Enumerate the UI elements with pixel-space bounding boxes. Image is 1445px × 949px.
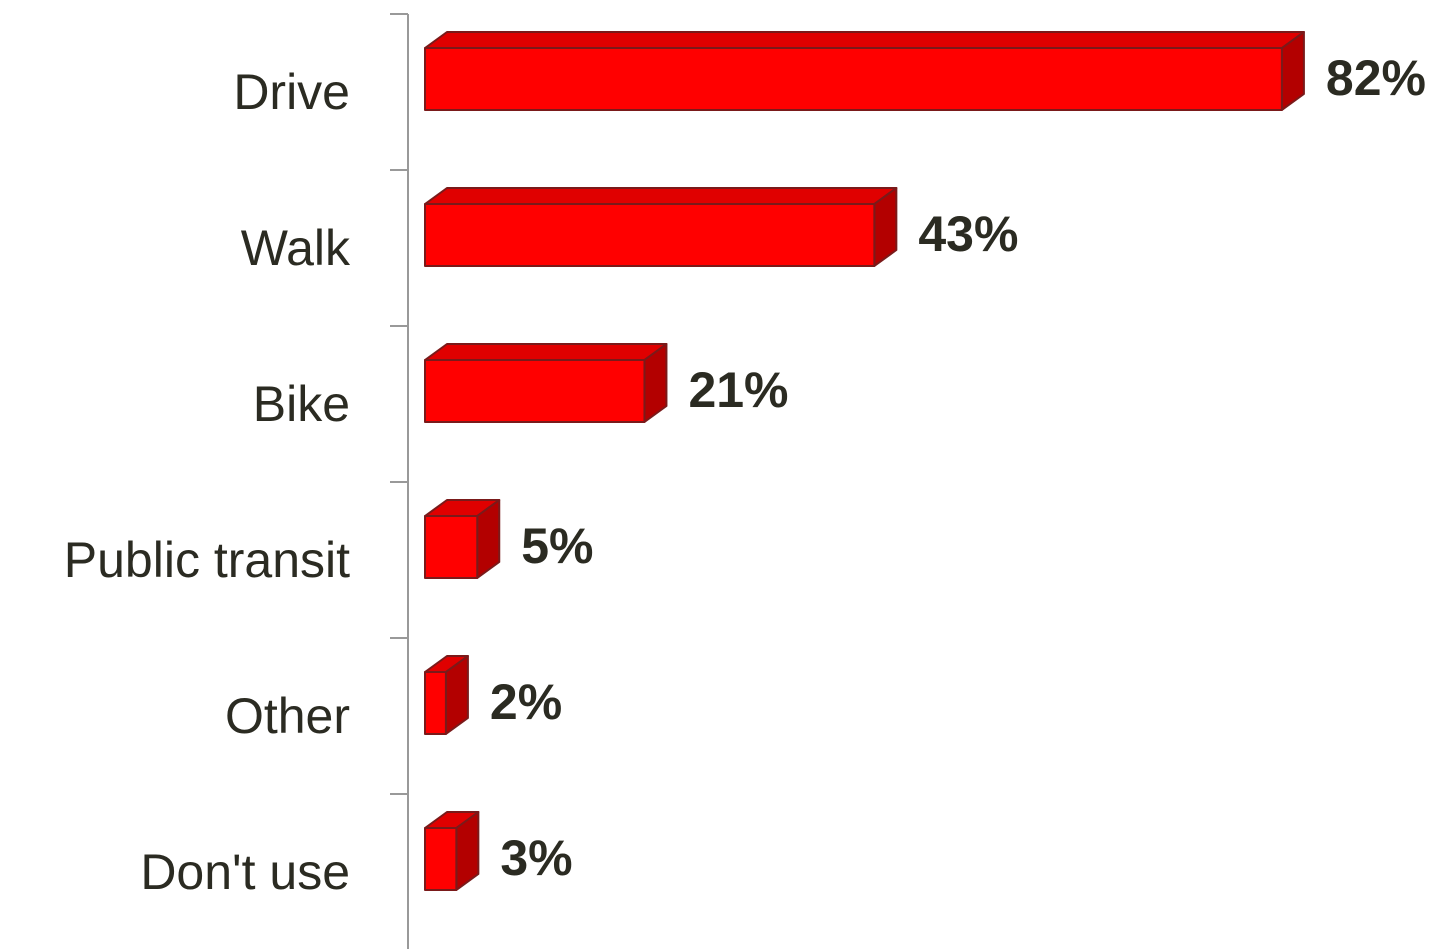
data-label: 3% [500, 830, 572, 886]
bar [424, 499, 501, 579]
bar [424, 187, 898, 267]
bar-front [424, 671, 447, 735]
data-label: 82% [1326, 50, 1426, 106]
data-label: 5% [521, 518, 593, 574]
category-label: Other [225, 688, 350, 744]
data-label: 2% [490, 674, 562, 730]
bar-front [424, 359, 646, 423]
bar-front [424, 827, 458, 891]
bar [424, 811, 480, 891]
category-label: Walk [241, 220, 351, 276]
bar-top [424, 343, 668, 361]
bar-top [424, 187, 898, 205]
bar [424, 31, 1305, 111]
category-label: Don't use [140, 844, 350, 900]
category-label: Bike [253, 376, 350, 432]
bar-top [424, 31, 1305, 49]
data-label: 21% [688, 362, 788, 418]
category-label: Drive [233, 64, 350, 120]
data-label: 43% [918, 206, 1018, 262]
bar-front [424, 203, 876, 267]
category-label: Public transit [64, 532, 350, 588]
bar [424, 655, 469, 735]
bar-front [424, 515, 479, 579]
bar [424, 343, 668, 423]
bar-front [424, 47, 1283, 111]
